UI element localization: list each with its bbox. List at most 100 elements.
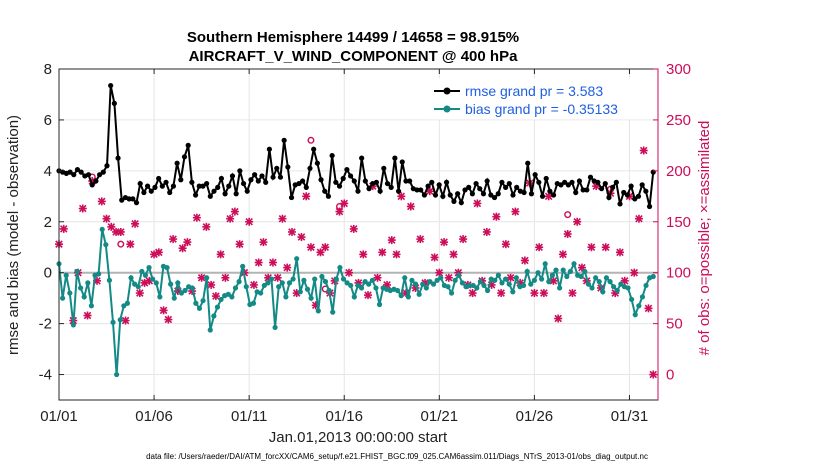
x-tick-label: 01/11	[231, 408, 267, 425]
rmse-point	[610, 184, 616, 190]
bias-point	[477, 279, 483, 285]
bias-point	[538, 276, 545, 282]
obs-assimilated-marker	[273, 273, 282, 282]
legend-bias-label: bias grand pr = -0.35133	[465, 101, 618, 117]
bias-point	[362, 279, 368, 285]
bias-point	[326, 287, 332, 294]
bias-point	[81, 294, 87, 300]
rmse-point	[130, 196, 136, 202]
obs-assimilated-marker	[183, 238, 192, 247]
rmse-point	[237, 168, 243, 174]
bias-point	[571, 261, 577, 267]
bias-point	[96, 271, 102, 277]
obs-assimilated-marker	[482, 227, 491, 236]
bias-point	[85, 280, 91, 286]
bias-point	[585, 281, 592, 287]
rmse-point	[259, 173, 265, 179]
y-tick-label-left: -4	[39, 367, 52, 384]
rmse-point	[218, 175, 225, 182]
obs-assimilated-marker	[506, 273, 515, 282]
bias-point	[106, 277, 113, 283]
bias-point	[330, 309, 336, 315]
rmse-point	[311, 146, 317, 152]
rmse-point	[436, 182, 442, 188]
bias-point	[416, 291, 422, 297]
obs-assimilated-marker	[430, 253, 439, 262]
bias-point	[528, 281, 534, 287]
bias-point	[531, 277, 537, 283]
bias-point	[546, 279, 552, 285]
bias-point	[308, 295, 314, 301]
rmse-point	[174, 160, 180, 166]
rmse-point	[196, 183, 202, 189]
obs-assimilated-marker	[121, 316, 130, 325]
rmse-point	[104, 163, 110, 169]
obs-assimilated-marker	[135, 289, 144, 298]
rmse-point	[488, 192, 494, 198]
rmse-point	[355, 188, 361, 194]
obs-assimilated-marker	[416, 235, 425, 244]
bias-point	[402, 275, 408, 281]
bias-point	[499, 280, 505, 286]
obs-possible-marker	[307, 136, 315, 144]
obs-assimilated-marker	[573, 217, 582, 226]
obs-assimilated-marker	[321, 243, 330, 252]
bias-point	[139, 268, 145, 275]
bias-point	[265, 280, 271, 286]
rmse-point	[403, 178, 409, 184]
rmse-point	[595, 179, 601, 185]
bias-point	[438, 275, 444, 281]
rmse-point	[565, 182, 571, 188]
obs-assimilated-marker	[154, 248, 163, 257]
bias-point	[593, 275, 599, 281]
obs-assimilated-marker	[587, 243, 596, 252]
obs-possible-marker	[117, 240, 125, 248]
y-axis-label-left: rmse and bias (model - observation)	[5, 115, 22, 355]
rmse-point	[240, 180, 247, 187]
y-tick-label-right: 100	[666, 265, 691, 282]
bias-point	[650, 273, 656, 280]
obs-assimilated-marker	[563, 229, 572, 238]
rmse-point	[359, 155, 365, 161]
obs-assimilated-marker	[497, 289, 506, 298]
bias-point	[272, 324, 278, 331]
bias-point	[456, 272, 462, 278]
rmse-point	[598, 186, 605, 192]
rmse-point	[97, 172, 103, 178]
bias-point	[279, 280, 285, 286]
obs-assimilated-marker	[126, 240, 135, 249]
bias-point	[218, 296, 224, 303]
bias-point	[430, 281, 437, 287]
rmse-point	[329, 152, 335, 159]
bias-point	[348, 282, 354, 289]
bias-point	[103, 242, 109, 248]
y-tick-label-right: 50	[666, 316, 683, 333]
rmse-point	[204, 180, 210, 187]
rmse-point	[244, 188, 250, 194]
rmse-point	[407, 178, 413, 184]
rmse-point	[621, 189, 627, 196]
rmse-point	[506, 180, 512, 187]
obs-assimilated-marker	[449, 250, 458, 259]
obs-assimilated-marker	[306, 243, 315, 252]
rmse-point	[322, 188, 328, 194]
obs-assimilated-marker	[235, 240, 244, 249]
rmse-point	[613, 179, 619, 185]
bias-point	[117, 317, 123, 323]
obs-assimilated-marker	[535, 243, 544, 252]
obs-assimilated-marker	[639, 146, 648, 155]
y-tick-label-left: 0	[44, 265, 52, 282]
rmse-point	[362, 178, 368, 184]
bias-point	[369, 277, 375, 283]
bias-point	[549, 272, 556, 278]
rmse-point	[650, 169, 656, 175]
obs-assimilated-marker	[230, 207, 239, 216]
bias-point	[276, 284, 282, 290]
rmse-point	[624, 192, 631, 198]
x-tick-label: 01/16	[325, 408, 363, 425]
obs-assimilated-marker	[630, 268, 639, 277]
bias-point	[582, 268, 588, 275]
bias-point	[211, 313, 217, 319]
rmse-point	[144, 183, 151, 189]
obs-assimilated-marker	[131, 219, 140, 228]
